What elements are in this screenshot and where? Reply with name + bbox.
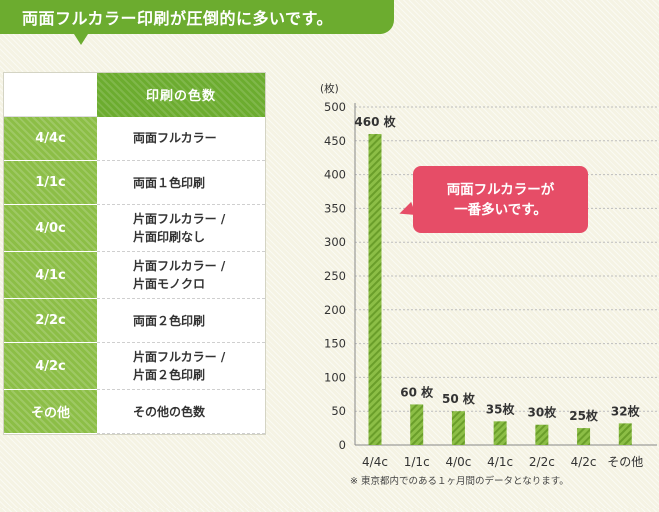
- row-description-line: 片面モノクロ: [133, 277, 206, 291]
- table-row: 4/0c 片面フルカラー / 片面印刷なし: [4, 204, 265, 252]
- row-description: 片面フルカラー / 片面２色印刷: [97, 342, 265, 390]
- bar: [451, 411, 465, 445]
- row-description-line: 片面印刷なし: [133, 230, 206, 244]
- row-color-code: 4/1c: [4, 251, 97, 299]
- row-description-line: 片面フルカラー /: [133, 350, 226, 364]
- table-row: 2/2c 両面２色印刷: [4, 298, 265, 343]
- x-tick-label: 4/2c: [571, 455, 597, 469]
- row-description: 片面フルカラー / 片面印刷なし: [97, 204, 265, 252]
- row-color-code: 4/0c: [4, 204, 97, 252]
- y-tick-label: 150: [324, 337, 346, 351]
- y-tick-label: 0: [339, 438, 346, 452]
- x-tick-label: 4/1c: [487, 455, 513, 469]
- bar: [410, 404, 424, 445]
- table-row: 4/4c 両面フルカラー: [4, 116, 265, 161]
- y-tick-label: 450: [324, 134, 346, 148]
- table-row: 4/1c 片面フルカラー / 片面モノクロ: [4, 251, 265, 299]
- color-count-table: 印刷の色数 4/4c 両面フルカラー 1/1c 両面１色印刷 4/0c 片面フルカラー /…: [4, 73, 265, 434]
- table-row: 1/1c 両面１色印刷: [4, 160, 265, 205]
- row-color-code: 2/2c: [4, 298, 97, 343]
- row-color-code: 4/2c: [4, 342, 97, 390]
- data-label: 25枚: [569, 408, 599, 423]
- row-description-line: 片面２色印刷: [133, 368, 206, 382]
- data-label: 460 枚: [354, 114, 396, 129]
- table-corner-cell: [4, 73, 97, 117]
- y-axis-label: (枚): [320, 82, 339, 95]
- callout-line-1: 両面フルカラーが: [446, 181, 555, 198]
- y-tick-label: 500: [324, 100, 346, 114]
- x-tick-label: 4/4c: [362, 455, 388, 469]
- table-header: 印刷の色数: [97, 73, 265, 117]
- table-row: その他 その他の色数: [4, 389, 265, 434]
- bar: [535, 424, 549, 445]
- row-description-line: 両面１色印刷: [133, 175, 206, 190]
- x-tick-label: 4/0c: [445, 455, 471, 469]
- x-tick-label: その他: [607, 455, 643, 469]
- x-tick-label: 2/2c: [529, 455, 555, 469]
- row-description-line: 片面フルカラー /: [133, 212, 226, 226]
- y-tick-label: 350: [324, 201, 346, 215]
- data-label: 30枚: [528, 405, 558, 420]
- page-title-banner: 両面フルカラー印刷が圧倒的に多いです。: [0, 0, 394, 34]
- y-tick-label: 100: [324, 370, 346, 384]
- callout-bubble: 両面フルカラーが 一番多いです。: [413, 166, 588, 233]
- y-tick-label: 400: [324, 168, 346, 182]
- row-description: 両面１色印刷: [97, 160, 265, 205]
- row-description: 両面フルカラー: [97, 116, 265, 161]
- y-tick-label: 300: [324, 235, 346, 249]
- y-tick-label: 250: [324, 269, 346, 283]
- data-label: 32枚: [611, 403, 641, 418]
- callout-line-2: 一番多いです。: [454, 201, 547, 218]
- row-description: 片面フルカラー / 片面モノクロ: [97, 251, 265, 299]
- row-color-code: その他: [4, 389, 97, 434]
- row-description-line: その他の色数: [133, 404, 206, 419]
- row-color-code: 1/1c: [4, 160, 97, 205]
- data-label: 50 枚: [442, 391, 476, 406]
- data-label: 35枚: [486, 401, 516, 416]
- banner-pointer: [74, 34, 88, 45]
- row-description: 両面２色印刷: [97, 298, 265, 343]
- table-body: 4/4c 両面フルカラー 1/1c 両面１色印刷 4/0c 片面フルカラー / 片面印刷なし…: [4, 116, 265, 434]
- row-description: その他の色数: [97, 389, 265, 434]
- row-description-line: 片面フルカラー /: [133, 259, 226, 273]
- row-description-line: 両面２色印刷: [133, 313, 206, 328]
- footnote: ※ 東京都内でのある１ヶ月間のデータとなります。: [350, 476, 569, 487]
- bar: [493, 421, 507, 445]
- y-tick-label: 200: [324, 303, 346, 317]
- row-color-code: 4/4c: [4, 116, 97, 161]
- bar: [368, 134, 382, 446]
- table-row: 4/2c 片面フルカラー / 片面２色印刷: [4, 342, 265, 390]
- bar: [618, 423, 632, 445]
- row-description-line: 両面フルカラー: [133, 131, 217, 146]
- y-tick-label: 50: [331, 404, 346, 418]
- x-tick-label: 1/1c: [404, 455, 430, 469]
- table-header-row: 印刷の色数: [4, 73, 265, 117]
- bar: [577, 428, 591, 445]
- data-label: 60 枚: [400, 384, 434, 399]
- page-title: 両面フルカラー印刷が圧倒的に多いです。: [22, 9, 333, 28]
